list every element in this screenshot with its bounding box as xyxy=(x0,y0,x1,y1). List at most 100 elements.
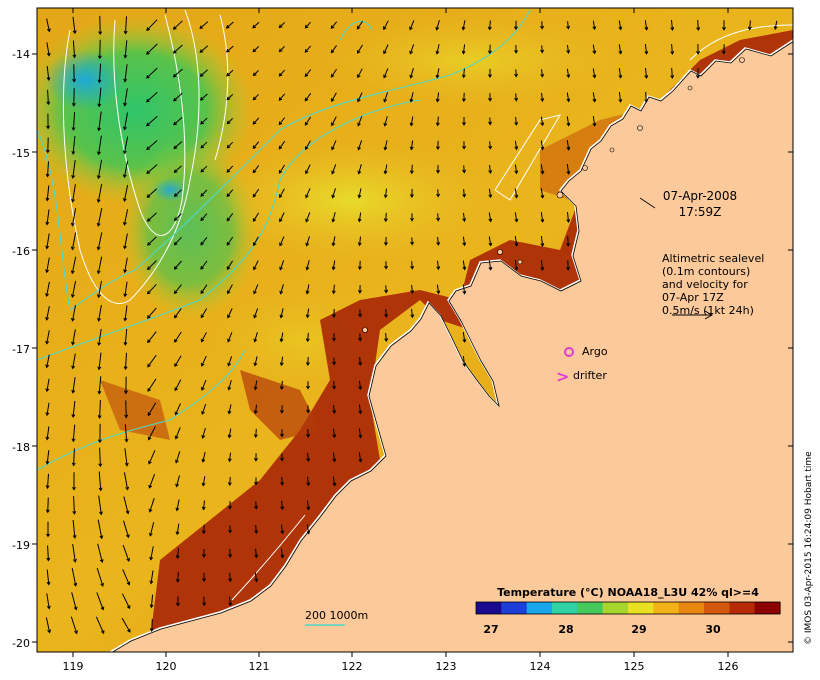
velocity-arrow-head xyxy=(332,458,337,463)
velocity-arrow xyxy=(125,16,127,34)
velocity-arrow xyxy=(122,569,130,585)
velocity-arrow xyxy=(331,92,337,102)
velocity-arrow xyxy=(146,19,158,31)
velocity-arrow xyxy=(411,308,413,318)
velocity-arrow xyxy=(540,116,544,126)
velocity-arrow-head xyxy=(305,266,310,271)
velocity-arrow-head xyxy=(202,602,207,607)
velocity-arrow xyxy=(278,117,286,125)
velocity-arrow xyxy=(306,524,310,534)
velocity-arrow-head xyxy=(331,337,336,342)
velocity-arrow-head xyxy=(45,460,50,465)
velocity-arrow-head xyxy=(357,170,362,175)
velocity-arrow-head xyxy=(278,24,283,29)
velocity-arrow-head xyxy=(670,75,675,79)
velocity-arrow-head xyxy=(122,174,127,179)
velocity-arrow-head xyxy=(227,386,232,391)
velocity-arrow xyxy=(98,471,102,491)
velocity-arrow-head xyxy=(566,25,571,30)
velocity-arrow xyxy=(98,280,102,298)
velocity-arrow-head xyxy=(200,144,205,149)
velocity-arrow xyxy=(147,236,157,246)
velocity-arrow xyxy=(174,284,182,294)
velocity-arrow xyxy=(462,44,466,54)
lat-tick-label: -16 xyxy=(12,245,30,258)
velocity-arrow xyxy=(278,93,286,101)
velocity-arrow-head xyxy=(306,530,311,535)
velocity-arrow-head xyxy=(252,96,257,101)
velocity-arrow xyxy=(385,309,387,317)
velocity-arrow-head xyxy=(228,554,233,558)
velocity-arrow xyxy=(252,165,260,173)
velocity-arrow xyxy=(46,306,50,320)
velocity-arrow-head xyxy=(100,606,105,611)
velocity-arrow xyxy=(46,18,50,32)
sealevel-contours xyxy=(62,9,793,601)
velocity-arrow xyxy=(252,21,260,29)
velocity-arrow xyxy=(226,21,234,29)
velocity-arrow xyxy=(749,20,751,30)
colorbar-segment xyxy=(729,602,756,614)
velocity-arrow xyxy=(124,233,128,249)
velocity-arrow-head xyxy=(436,241,441,246)
velocity-arrow xyxy=(279,260,285,270)
velocity-arrow-head xyxy=(357,218,362,223)
colorbar-segment xyxy=(704,602,730,614)
velocity-arrow-head xyxy=(123,317,128,322)
velocity-arrow xyxy=(151,618,153,632)
velocity-arrow-head xyxy=(96,294,101,299)
colorbar-segment xyxy=(653,602,680,614)
velocity-arrow-head xyxy=(174,314,178,319)
velocity-arrow xyxy=(46,450,50,464)
velocity-arrow xyxy=(46,185,50,201)
velocity-arrow-head xyxy=(148,532,153,537)
velocity-arrow-head xyxy=(592,26,597,31)
velocity-arrow-head xyxy=(514,170,519,175)
velocity-arrow xyxy=(174,331,182,343)
velocity-arrow xyxy=(383,44,389,54)
velocity-arrow xyxy=(697,19,699,31)
velocity-arrow xyxy=(383,20,389,30)
velocity-arrow-head xyxy=(330,73,335,78)
velocity-arrow-head xyxy=(644,50,649,55)
velocity-arrow-head xyxy=(462,266,467,271)
velocity-arrow-head xyxy=(280,482,285,486)
velocity-arrow xyxy=(359,236,361,246)
velocity-arrow xyxy=(72,184,76,202)
velocity-arrow-head xyxy=(488,170,493,174)
velocity-arrow-head xyxy=(173,169,178,173)
velocity-arrow-head xyxy=(124,462,129,467)
velocity-arrow xyxy=(46,42,50,56)
velocity-arrow-head xyxy=(127,628,131,633)
velocity-arrow xyxy=(226,236,234,246)
velocity-arrow-head xyxy=(435,98,440,103)
lon-tick-label: 120 xyxy=(156,660,177,673)
velocity-arrow-head xyxy=(514,242,519,247)
velocity-arrow-head xyxy=(540,146,545,151)
velocity-arrow xyxy=(175,427,181,439)
velocity-arrow-head xyxy=(45,340,50,345)
velocity-arrow xyxy=(540,235,544,247)
velocity-arrow xyxy=(592,92,596,102)
velocity-arrow-head xyxy=(71,102,76,107)
velocity-arrow-head xyxy=(126,605,131,610)
velocity-arrow-head xyxy=(644,74,649,79)
velocity-arrow-head xyxy=(540,25,545,30)
velocity-arrow-head xyxy=(330,25,335,30)
velocity-arrow-head xyxy=(126,581,131,586)
velocity-arrow-head xyxy=(46,533,51,538)
velocity-arrow xyxy=(45,617,51,633)
velocity-arrow-head xyxy=(305,194,309,199)
velocity-arrow-head xyxy=(227,410,232,415)
velocity-arrow xyxy=(279,46,285,52)
velocity-arrow-head xyxy=(126,557,130,562)
colorbar-segment xyxy=(476,602,502,614)
velocity-arrow xyxy=(357,116,363,126)
velocity-arrow xyxy=(228,428,232,438)
velocity-arrow xyxy=(279,188,285,198)
velocity-arrow-head xyxy=(279,290,284,295)
velocity-arrow-head xyxy=(331,242,336,247)
velocity-arrow xyxy=(200,141,208,149)
velocity-arrow-head xyxy=(252,24,257,29)
